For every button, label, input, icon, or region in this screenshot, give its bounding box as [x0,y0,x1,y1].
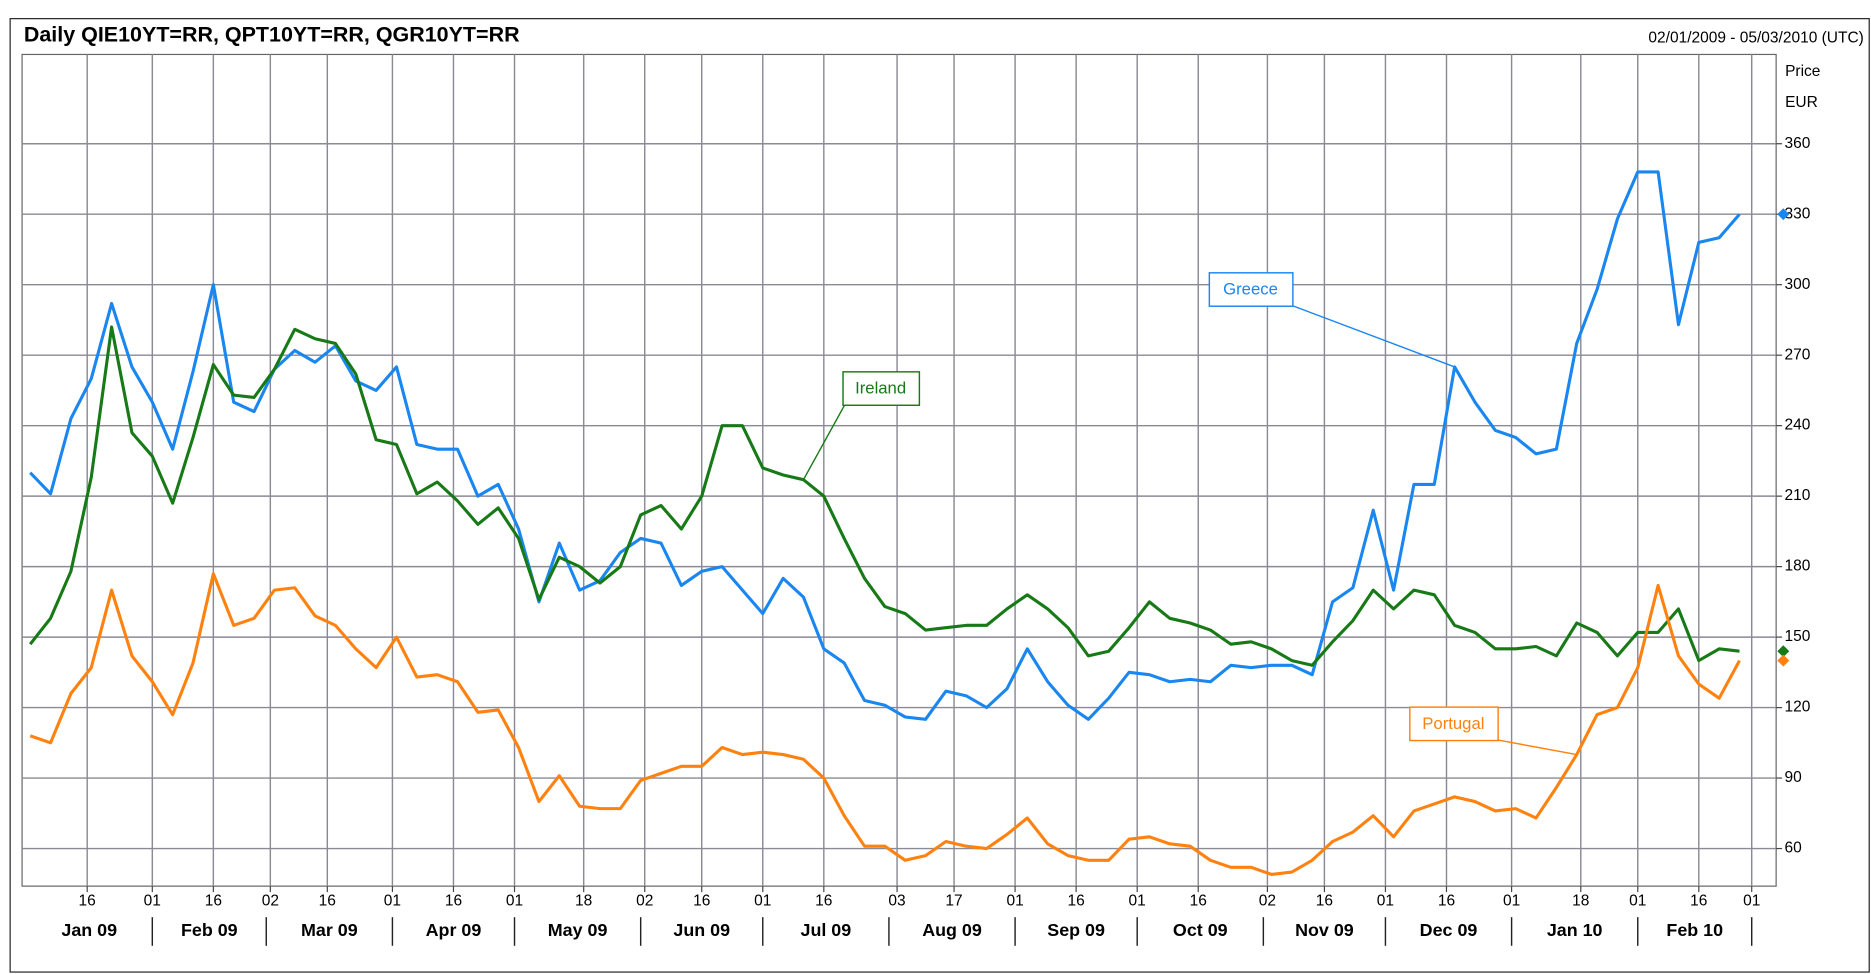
y-tick-label: 240 [1784,417,1810,434]
x-month-label: Oct 09 [1173,920,1228,940]
y-tick-label: 210 [1784,487,1810,504]
x-tick-label: 16 [1068,893,1085,910]
legend-label: Greece [1223,280,1278,299]
y-tick-label: 270 [1784,346,1810,363]
series-lines [28,170,1741,876]
last-value-marker [1777,645,1790,658]
x-tick-label: 01 [754,893,771,910]
y-tick-label: 330 [1784,205,1810,222]
chart-subtitle: 02/01/2009 - 05/03/2010 (UTC) [1648,29,1863,46]
y-tick-label: 90 [1784,769,1802,786]
x-month-label: Jan 09 [61,920,117,940]
legend-label: Portugal [1422,714,1484,733]
plot-area [21,53,1777,887]
y-tick-label: 360 [1784,135,1810,152]
x-tick-label: 16 [79,893,96,910]
x-tick-label: 16 [445,893,462,910]
x-month-label: Aug 09 [922,920,982,940]
x-month-label: Nov 09 [1295,920,1354,940]
x-month-label: Feb 10 [1666,920,1723,940]
y-tick-label: 300 [1784,276,1810,293]
x-tick-label: 01 [1743,893,1760,910]
annotation-leader [1292,304,1455,368]
x-tick-label: 16 [815,893,832,910]
x-tick-label: 03 [888,893,905,910]
x-month-label: Jan 10 [1547,920,1603,940]
legend-label: Ireland [855,379,906,398]
series-line [29,170,1741,721]
annotation-box [1409,706,1499,742]
y-tick-label: 120 [1784,699,1810,716]
x-tick-label: 02 [636,893,653,910]
x-month-label: Feb 09 [181,920,238,940]
y-axis-label: Price [1785,63,1820,80]
annotation-box [842,371,921,406]
y-tick-label: 180 [1784,558,1810,575]
x-tick-label: 16 [319,893,336,910]
x-month-label: May 09 [548,920,608,940]
x-tick-label: 02 [262,893,279,910]
x-tick-label: 16 [1316,893,1333,910]
x-month-label: Jul 09 [801,920,852,940]
y-axis-unit: EUR [1785,94,1818,111]
x-tick-label: 01 [384,893,401,910]
y-tick-label: 60 [1784,840,1802,857]
x-tick-label: 16 [1190,893,1207,910]
annotation-leader [802,404,846,481]
grid [22,54,1777,887]
x-tick-label: 01 [506,893,523,910]
x-tick-label: 01 [144,893,161,910]
chart-title: Daily QIE10YT=RR, QPT10YT=RR, QGR10YT=RR [24,23,520,47]
y-tick-label: 150 [1784,628,1810,645]
series-line [29,572,1741,876]
axes: 60 90 120 150 180 210 240 270 300 330 360 16 01 16 02 1… [61,135,1811,946]
x-tick-label: 01 [1006,893,1023,910]
x-month-label: Sep 09 [1047,920,1105,940]
x-tick-label: 16 [1438,893,1455,910]
x-tick-label: 01 [1629,893,1646,910]
x-month-label: Apr 09 [426,920,482,940]
last-value-marker [1777,654,1790,667]
x-tick-label: 16 [1690,893,1707,910]
x-tick-label: 16 [693,893,710,910]
x-tick-label: 01 [1377,893,1394,910]
annotation-leader [1497,739,1577,756]
x-month-label: Dec 09 [1420,920,1478,940]
x-tick-label: 01 [1129,893,1146,910]
x-month-label: Mar 09 [301,920,358,940]
annotation-box [1208,272,1294,307]
x-tick-label: 17 [945,893,962,910]
x-month-label: Jun 09 [673,920,730,940]
x-tick-label: 16 [205,893,222,910]
x-tick-label: 18 [1572,893,1589,910]
x-tick-label: 02 [1259,893,1276,910]
x-tick-label: 18 [575,893,592,910]
series-line [28,325,1740,667]
x-tick-label: 01 [1503,893,1520,910]
